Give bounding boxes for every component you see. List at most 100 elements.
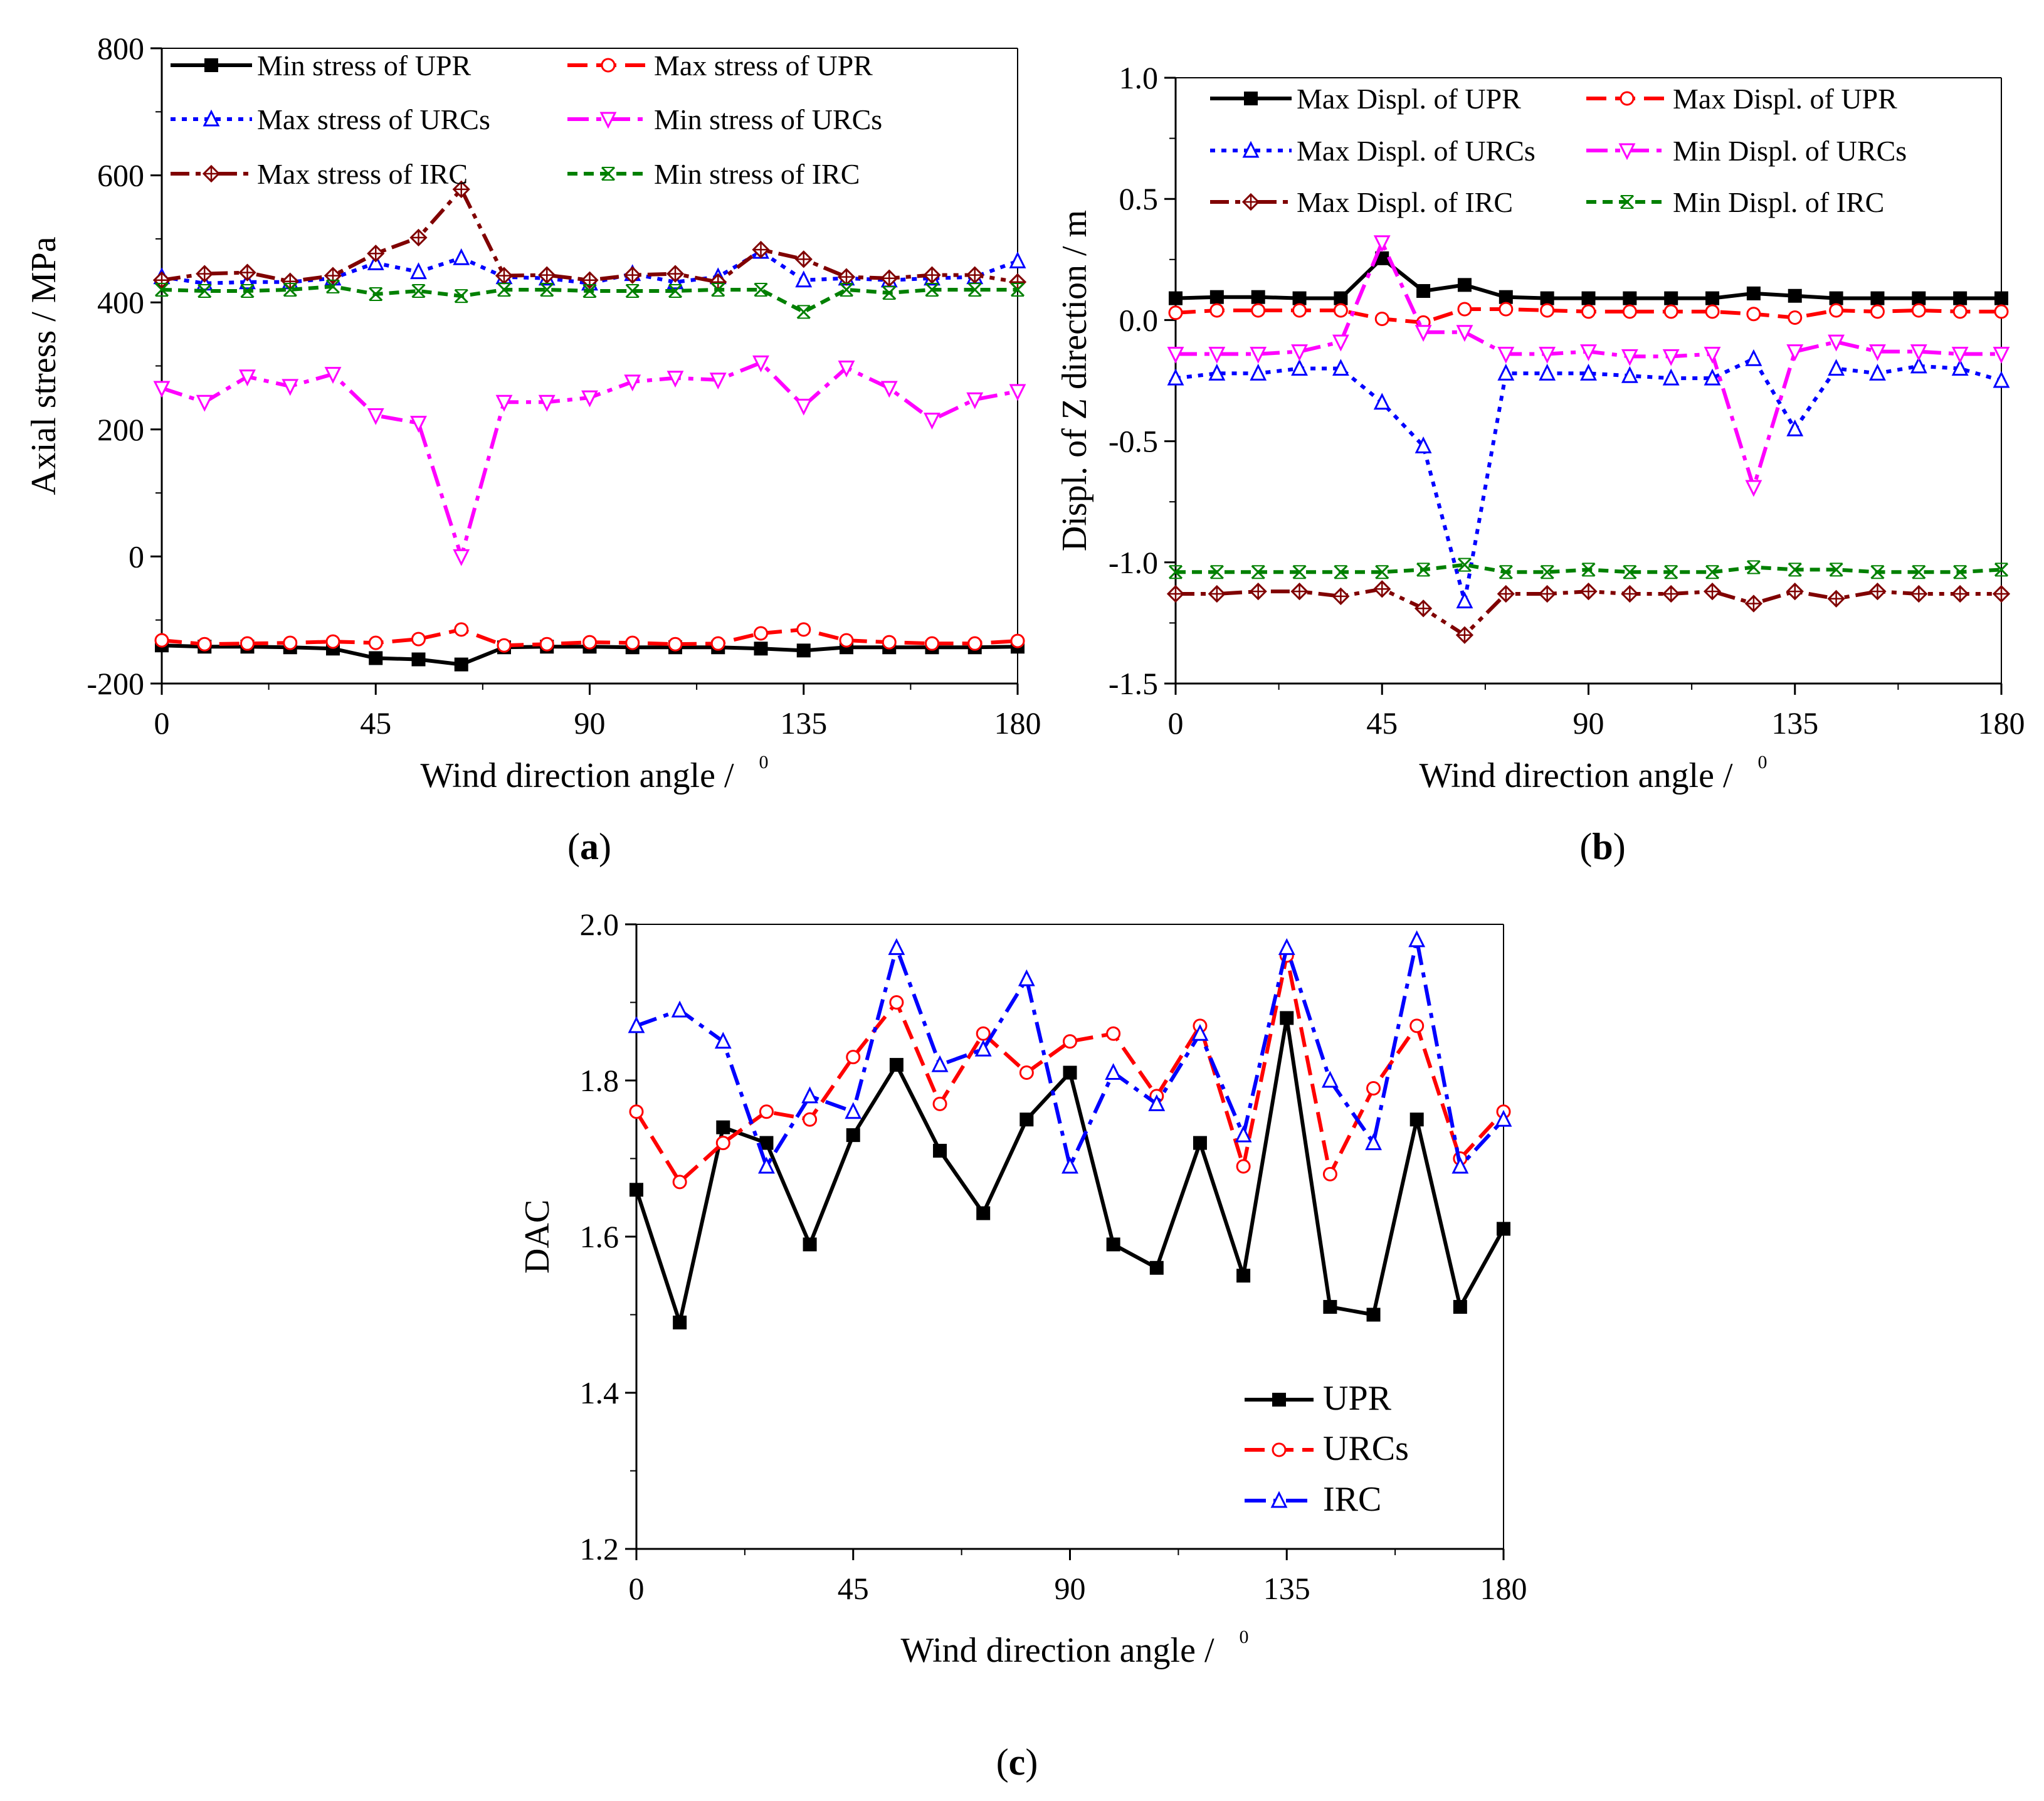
data-point: [325, 279, 340, 293]
data-point: [966, 266, 984, 284]
data-point: [1704, 346, 1721, 364]
data-point: [1829, 303, 1844, 318]
data-point: [410, 416, 427, 433]
data-point: [1870, 291, 1885, 305]
chart-panel-c: 0 45 90 135 180 1.2 1.4 1.6 1.8 2.0 Wind direction…: [518, 907, 1527, 1783]
data-point: [1322, 1166, 1337, 1181]
data-point: [1829, 562, 1843, 577]
data-point: [540, 282, 554, 297]
legend-marker: [601, 58, 616, 73]
data-point: [1236, 1159, 1251, 1174]
data-point: [239, 369, 256, 387]
data-point: [1994, 562, 2009, 577]
data-point: [196, 273, 213, 291]
data-point: [923, 266, 941, 284]
data-point: [1009, 251, 1026, 268]
data-point: [454, 622, 469, 637]
data-point: [1994, 304, 2009, 319]
data-point: [1167, 368, 1184, 386]
data-point: [759, 1104, 774, 1119]
data-point: [495, 394, 513, 412]
data-point: [196, 394, 213, 412]
legend-label: Max Displ. of UPR: [1673, 83, 1897, 115]
data-point: [582, 635, 597, 650]
legend-marker: [202, 164, 221, 183]
y-axis-title: Displ. of Z direction / m: [1055, 210, 1094, 551]
data-point: [1278, 937, 1295, 955]
data-point: [932, 1096, 947, 1111]
legend-label: Max stress of URCs: [257, 103, 490, 135]
x-tick-label: 90: [1573, 705, 1604, 741]
data-point: [197, 636, 212, 652]
data-point: [1009, 384, 1026, 401]
legend-marker: [1620, 91, 1635, 106]
data-point: [325, 634, 340, 649]
x-tick-label: 180: [1978, 705, 2025, 741]
data-point: [630, 1183, 643, 1197]
data-point: [1953, 565, 1968, 579]
series-irc: [628, 930, 1512, 1174]
data-point: [1106, 1237, 1120, 1252]
data-point: [1251, 290, 1265, 304]
data-point: [1375, 565, 1389, 579]
panel-label-open: (: [1579, 826, 1592, 867]
data-point: [1333, 303, 1348, 318]
data-point: [497, 282, 512, 297]
legend-marker: [204, 58, 218, 72]
data-point: [1993, 371, 2010, 388]
data-point: [1332, 587, 1350, 606]
legend-marker: [203, 109, 220, 127]
data-point: [1705, 304, 1720, 319]
data-point: [974, 1039, 992, 1057]
series-max-displ-of-upr: [1168, 302, 2009, 330]
x-tick-label: 45: [1366, 705, 1398, 741]
data-point: [1495, 1109, 1512, 1127]
data-point: [624, 374, 641, 392]
data-point: [1993, 346, 2010, 364]
data-point: [1416, 562, 1431, 577]
data-point: [1497, 584, 1515, 603]
data-point: [1457, 557, 1472, 572]
data-point: [240, 283, 255, 298]
data-point: [1539, 364, 1556, 381]
data-point: [888, 937, 905, 955]
series-urcs: [629, 948, 1511, 1190]
data-point: [1621, 366, 1638, 383]
data-point: [1910, 344, 1927, 361]
data-point: [716, 1120, 730, 1134]
data-point: [1539, 346, 1556, 364]
data-point: [795, 398, 813, 416]
y-tick-label: 0.5: [1119, 181, 1159, 216]
data-point: [882, 635, 897, 650]
y-tick-label: 1.4: [580, 1375, 619, 1410]
chart-panel-a: 0 45 90 135 180 -200 0 200 400 600 800 Wind directi…: [24, 31, 1041, 867]
data-point: [1236, 1269, 1251, 1283]
data-point: [581, 390, 598, 408]
data-point: [1105, 1063, 1122, 1080]
data-point: [1455, 626, 1474, 644]
data-point: [933, 1144, 947, 1158]
data-point: [1951, 359, 1969, 376]
y-tick-label: -0.5: [1109, 424, 1158, 459]
data-point: [1662, 368, 1680, 386]
legend-label: Max stress of IRC: [257, 158, 468, 190]
data-point: [1332, 334, 1349, 352]
legend-label: Max Displ. of URCs: [1297, 135, 1536, 167]
data-point: [754, 642, 768, 656]
x-tick-label: 180: [1480, 1571, 1527, 1606]
data-point: [1870, 565, 1885, 579]
panel-label-open: (: [567, 826, 580, 867]
data-point: [1497, 346, 1515, 364]
data-point: [495, 267, 514, 285]
data-point: [1540, 303, 1555, 318]
data-point: [1869, 364, 1886, 381]
y-axis-title: DAC: [518, 1200, 557, 1274]
data-point: [715, 1136, 730, 1151]
data-point: [1910, 356, 1927, 374]
data-point: [1705, 291, 1720, 305]
data-point: [1952, 304, 1968, 319]
data-point: [1538, 584, 1556, 603]
data-point: [880, 381, 898, 398]
data-point: [1250, 364, 1267, 381]
data-point: [454, 289, 468, 304]
